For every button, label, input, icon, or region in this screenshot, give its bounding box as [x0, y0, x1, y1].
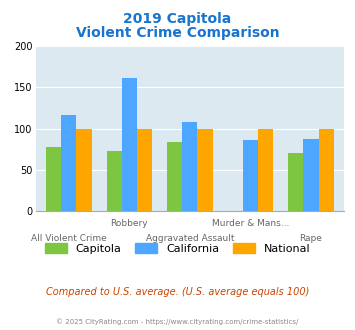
Bar — [243, 140, 258, 211]
Bar — [137, 129, 152, 211]
Text: Robbery: Robbery — [110, 219, 148, 228]
Bar — [106, 151, 122, 211]
Bar — [258, 129, 273, 211]
Bar — [61, 115, 76, 211]
Text: © 2025 CityRating.com - https://www.cityrating.com/crime-statistics/: © 2025 CityRating.com - https://www.city… — [56, 318, 299, 325]
Bar — [288, 153, 304, 211]
Bar — [197, 129, 213, 211]
Bar — [167, 142, 182, 211]
Bar — [182, 122, 197, 211]
Bar — [122, 78, 137, 211]
Bar — [319, 129, 334, 211]
Bar — [304, 139, 319, 211]
Text: Murder & Mans...: Murder & Mans... — [212, 219, 289, 228]
Text: Rape: Rape — [300, 234, 322, 243]
Text: Aggravated Assault: Aggravated Assault — [146, 234, 234, 243]
Text: 2019 Capitola: 2019 Capitola — [124, 12, 231, 25]
Bar — [76, 129, 92, 211]
Bar — [46, 147, 61, 211]
Text: All Violent Crime: All Violent Crime — [31, 234, 107, 243]
Text: Compared to U.S. average. (U.S. average equals 100): Compared to U.S. average. (U.S. average … — [46, 287, 309, 297]
Text: Violent Crime Comparison: Violent Crime Comparison — [76, 26, 279, 40]
Legend: Capitola, California, National: Capitola, California, National — [40, 239, 315, 258]
